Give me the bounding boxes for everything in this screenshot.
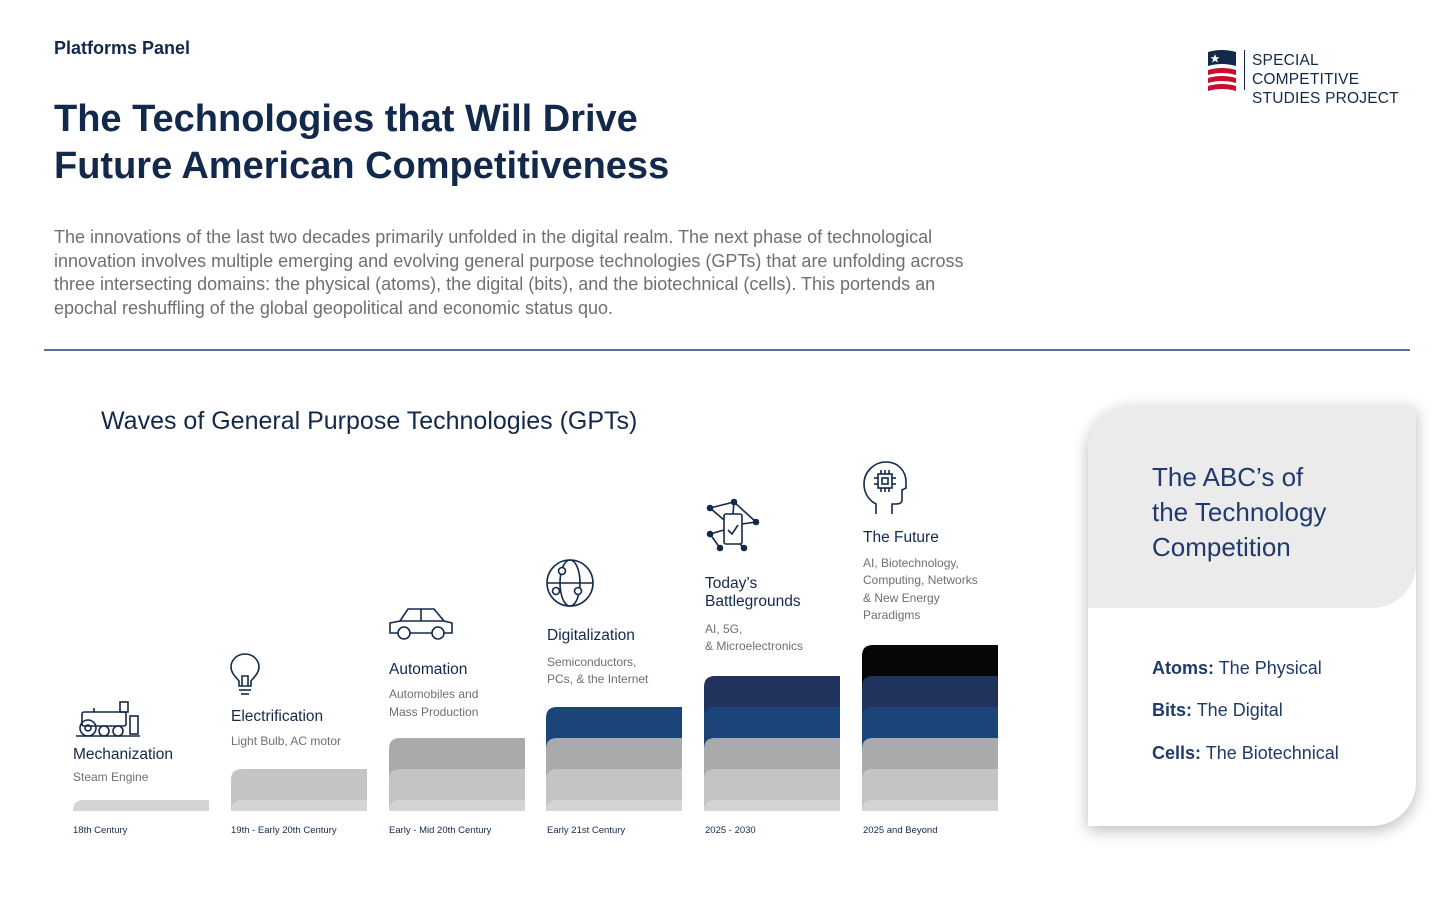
logo-line1: SPECIAL COMPETITIVE [1252,52,1360,88]
wave-era-mechanization: 18th Century [73,825,128,836]
globe-network-icon [546,559,594,607]
abc-card-header [1088,406,1416,608]
wave-sub-automation-1: Automobiles and [389,687,479,701]
abc-cells-label: Cells: [1152,743,1202,763]
abc-card: The ABC’s of the Technology Competition … [1088,406,1416,826]
section-divider [44,349,1410,351]
wave-title-battlegrounds-1: Today’s [705,575,758,592]
abc-bits-value: The Digital [1196,700,1283,720]
connected-device-icon [706,498,760,552]
abc-card-title: The ABC’s of the Technology Competition [1152,460,1326,565]
wave-sub-future-3: & New Energy [863,591,940,605]
wave-era-automation: Early - Mid 20th Century [389,825,492,836]
light-bulb-icon [230,653,260,695]
panel-label: Platforms Panel [54,38,191,58]
steam-engine-icon [76,701,140,737]
wave-title-electrification: Electrification [231,708,324,725]
abc-title-line1: The ABC’s of [1152,462,1304,492]
wave-title-future: The Future [863,529,939,546]
ai-head-icon [863,461,907,514]
wave-title-automation: Automation [389,661,468,678]
wave-title-battlegrounds-2: Battlegrounds [705,593,801,610]
wave-2-layer-1 [231,800,367,811]
wave-era-digitalization: Early 21st Century [547,825,626,836]
abc-item-atoms: Atoms: The Physical [1152,658,1322,679]
wave-sub-future-4: Paradigms [863,608,921,622]
abc-item-bits: Bits: The Digital [1152,700,1283,721]
wave-3-layer-1 [389,800,525,811]
abc-cells-value: The Biotechnical [1205,743,1339,763]
wave-sub-future-2: Computing, Networks [863,573,978,587]
abc-title-line2: the Technology [1152,497,1327,527]
wave-1-layer-1 [73,800,209,811]
wave-sub-digitalization-2: PCs, & the Internet [547,672,649,686]
wave-title-digitalization: Digitalization [547,627,635,644]
wave-title-mechanization: Mechanization [73,746,173,763]
wave-5-layer-1 [704,800,840,811]
wave-sub-automation-2: Mass Production [389,705,479,719]
wave-sub-digitalization-1: Semiconductors, [547,655,637,669]
waves-title: Waves of General Purpose Technologies (G… [101,407,638,435]
wave-sub-electrification: Light Bulb, AC motor [231,734,342,748]
intro-paragraph: The innovations of the last two decades … [54,227,964,318]
wave-sub-battlegrounds-2: & Microelectronics [705,639,804,653]
wave-era-future: 2025 and Beyond [863,825,938,836]
abc-atoms-value: The Physical [1218,658,1322,678]
scsp-logo: SPECIAL COMPETITIVE STUDIES PROJECT [1206,48,1426,107]
wave-sub-future-1: AI, Biotechnology, [863,556,959,570]
wave-4-layer-1 [546,800,682,811]
flag-logo-icon [1208,50,1236,91]
logo-text: SPECIAL COMPETITIVE STUDIES PROJECT [1252,51,1426,108]
wave-sub-mechanization: Steam Engine [73,770,149,784]
logo-line2: STUDIES PROJECT [1252,90,1399,107]
abc-atoms-label: Atoms: [1152,658,1214,678]
car-icon [389,608,453,640]
wave-era-battlegrounds: 2025 - 2030 [705,825,756,836]
page-title-line2: Future American Competitiveness [54,145,670,187]
abc-item-cells: Cells: The Biotechnical [1152,743,1339,764]
wave-era-electrification: 19th - Early 20th Century [231,825,337,836]
logo-separator [1244,50,1245,90]
wave-6-layer-1 [862,800,998,811]
wave-sub-battlegrounds-1: AI, 5G, [705,622,743,636]
abc-title-line3: Competition [1152,532,1291,562]
abc-bits-label: Bits: [1152,700,1192,720]
page-title: The Technologies that Will Drive Future … [54,96,774,190]
page-title-line1: The Technologies that Will Drive [54,98,638,140]
